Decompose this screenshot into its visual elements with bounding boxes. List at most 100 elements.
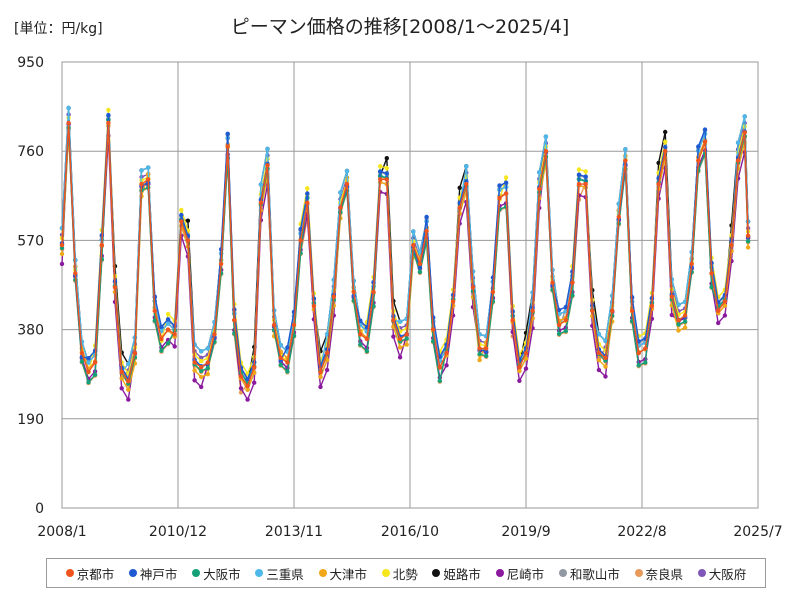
data-point [245, 376, 250, 382]
data-point [570, 293, 575, 298]
data-point [132, 350, 138, 356]
data-point [384, 156, 389, 161]
data-point [397, 345, 403, 350]
data-point [86, 356, 91, 361]
data-point [503, 180, 509, 185]
data-point [305, 186, 310, 191]
x-tick-label: 2016/10 [381, 524, 439, 540]
data-point [165, 341, 171, 346]
data-point [285, 345, 290, 350]
data-point [676, 322, 681, 327]
data-point [397, 336, 403, 342]
data-point [450, 299, 456, 304]
legend-label: 奈良県 [645, 566, 684, 582]
legend-marker-icon [381, 569, 390, 577]
data-point [643, 346, 648, 351]
data-point [464, 181, 469, 187]
data-point [550, 280, 555, 285]
data-point [497, 195, 502, 201]
data-point [119, 369, 124, 375]
data-point [66, 105, 71, 111]
data-point [537, 186, 542, 191]
data-point [165, 311, 171, 317]
data-point [503, 175, 509, 180]
data-point [212, 332, 217, 337]
data-point [616, 214, 621, 220]
data-point [152, 308, 157, 313]
data-point [106, 107, 111, 113]
data-point [636, 350, 641, 356]
legend-entry: 姫路市 [432, 564, 481, 583]
y-tick-label: 570 [17, 233, 44, 249]
legend-label: 三重県 [266, 566, 304, 582]
data-point [126, 387, 131, 392]
data-point [676, 318, 681, 323]
data-point [682, 313, 688, 318]
data-point [285, 369, 290, 374]
legend-entry: 北勢 [381, 564, 418, 583]
y-tick-label: 0 [35, 501, 44, 517]
data-point [172, 344, 177, 349]
data-point [735, 158, 741, 163]
legend-label: 大阪府 [708, 566, 747, 582]
legend: 京都市 神戸市 大阪市 三重県 大津市 北勢 姫路市 尼崎市 和歌山市 奈良県 大阪府 [46, 558, 766, 588]
data-point [159, 324, 164, 329]
data-point [378, 164, 383, 169]
x-tick-label: 2013/11 [265, 524, 323, 540]
data-point [556, 331, 562, 336]
data-point [318, 374, 323, 380]
data-point [384, 165, 389, 171]
data-point [477, 346, 482, 351]
data-point [477, 357, 482, 363]
data-point [79, 350, 85, 356]
data-point [265, 146, 270, 152]
data-point [126, 379, 131, 384]
data-point [106, 120, 111, 126]
data-point [391, 318, 396, 323]
gridlines [62, 62, 758, 508]
data-point [689, 261, 694, 267]
data-point [696, 144, 701, 149]
data-point [378, 177, 383, 182]
data-point [278, 342, 283, 348]
y-tick-label: 190 [17, 412, 44, 428]
data-point [431, 327, 436, 332]
data-point [258, 182, 264, 187]
y-tick-label: 950 [17, 55, 44, 71]
data-point [344, 168, 350, 174]
legend-label: 神戸市 [139, 566, 178, 582]
data-point [610, 308, 615, 313]
data-point [477, 351, 482, 357]
data-point [146, 177, 151, 182]
data-point [165, 317, 171, 322]
data-point [179, 219, 184, 224]
data-point [119, 386, 124, 391]
data-point [199, 365, 204, 370]
data-point [411, 229, 416, 234]
data-point [165, 321, 171, 326]
data-point [583, 169, 588, 174]
legend-label: 和歌山市 [569, 566, 620, 582]
data-point [179, 212, 184, 218]
axis-labels: 0 190 380 570 760 950 2008/1 2010/12 2013/11 2016… [17, 55, 782, 540]
data-point [716, 308, 721, 313]
data-point [596, 350, 602, 356]
data-point [523, 350, 529, 356]
legend-label: 京都市 [76, 566, 115, 582]
data-point [252, 380, 257, 385]
data-point [649, 303, 655, 309]
data-point [384, 177, 389, 182]
legend-marker-icon [432, 569, 441, 577]
data-point [199, 349, 204, 354]
legend-entry: 大阪府 [697, 564, 747, 583]
legend-marker-icon [318, 569, 327, 577]
series-1 [59, 120, 751, 389]
data-point [563, 318, 568, 323]
data-point [742, 114, 747, 119]
series-layer [59, 105, 751, 402]
data-point [417, 249, 423, 255]
data-point [99, 242, 105, 248]
legend-entry: 奈良県 [634, 564, 684, 583]
legend-label: 大阪市 [203, 566, 241, 582]
